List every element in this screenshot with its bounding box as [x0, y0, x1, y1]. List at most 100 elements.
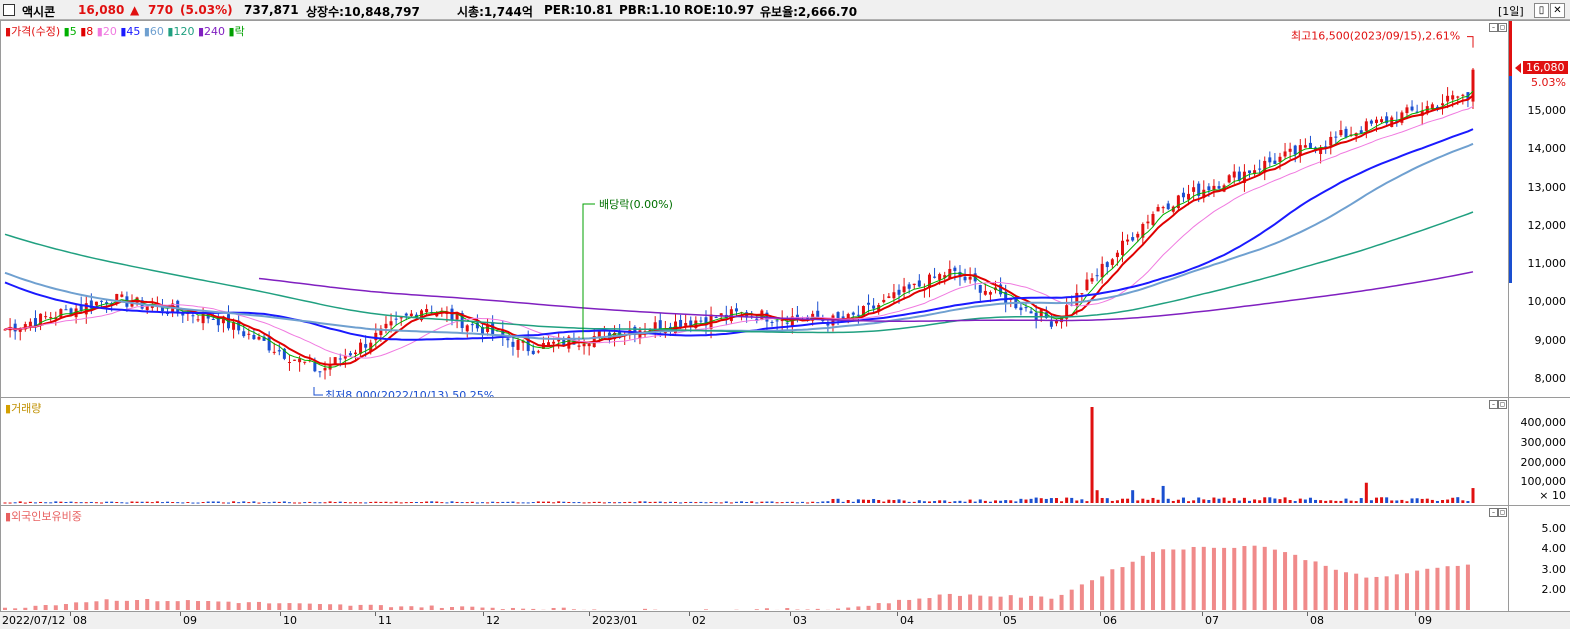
- candle-body: [1121, 240, 1125, 256]
- volume-bar: [191, 502, 195, 504]
- volume-bar: [714, 502, 718, 504]
- volume-bar: [927, 501, 931, 503]
- maximize-icon[interactable]: ▢: [1498, 508, 1507, 517]
- volume-bar: [39, 501, 43, 503]
- candle-body: [211, 318, 215, 320]
- legend-price: 가격(수정): [11, 25, 61, 38]
- volume-bar: [1451, 497, 1455, 503]
- period-button[interactable]: [1일]: [1498, 5, 1524, 18]
- foreign-panel[interactable]: ▮외국인보유비중 – ▢: [0, 505, 1509, 612]
- volume-bar: [470, 501, 474, 503]
- foreign-bar: [307, 603, 312, 610]
- volume-bar: [74, 502, 78, 504]
- foreign-bar: [907, 599, 912, 610]
- volume-bar: [1141, 498, 1145, 503]
- volume-bar: [130, 501, 134, 503]
- volume-bar: [23, 502, 27, 504]
- foreign-bar: [114, 600, 119, 610]
- volume-bar: [541, 501, 545, 503]
- volume-bar: [13, 502, 17, 504]
- volume-bar: [623, 502, 627, 504]
- volume-bar: [44, 502, 48, 504]
- foreign-chart: [3, 545, 1470, 610]
- candle-body: [359, 342, 363, 354]
- volume-bar: [1344, 498, 1348, 503]
- x-tick: [897, 612, 898, 616]
- volume-axis: 400,000 300,000 200,000 100,000 × 10: [1509, 397, 1570, 506]
- volume-bar: [1034, 497, 1038, 503]
- minimize-icon[interactable]: –: [1489, 23, 1498, 32]
- volume-bar: [1156, 499, 1160, 503]
- maximize-icon[interactable]: ▢: [1498, 23, 1507, 32]
- volume-panel[interactable]: ▮거래량 – ▢: [0, 397, 1509, 506]
- volume-bar: [211, 501, 215, 503]
- foreign-bar: [836, 608, 841, 610]
- volume-bar: [912, 501, 916, 503]
- candle-body: [1374, 119, 1378, 124]
- candle-body: [1075, 292, 1079, 306]
- minimize-icon[interactable]: –: [1489, 508, 1498, 517]
- volume-bar: [1415, 498, 1419, 503]
- title-bar: 액시콘 16,080 ▲ 770 (5.03%) 737,871 상장수:10,…: [0, 0, 1570, 20]
- foreign-bar: [1252, 545, 1257, 610]
- candle-body: [1181, 192, 1185, 198]
- candle-body: [1339, 130, 1343, 136]
- volume-bar: [1029, 498, 1033, 503]
- volume-bar: [1242, 497, 1246, 503]
- foreign-bar: [439, 607, 444, 610]
- volume-bar: [237, 502, 241, 504]
- candle-body: [384, 323, 388, 329]
- volume-bar: [186, 502, 190, 504]
- exdiv-marker: [582, 203, 595, 339]
- volume-bar: [84, 502, 88, 504]
- candle-body: [851, 312, 855, 315]
- candle-body: [958, 271, 962, 278]
- price-tick: 12,000: [1527, 218, 1567, 232]
- x-tick: [689, 612, 690, 616]
- maximize-icon[interactable]: ▢: [1498, 400, 1507, 409]
- volume-bar: [89, 501, 93, 503]
- volume-bar: [892, 500, 896, 503]
- foreign-bar: [805, 609, 810, 610]
- price-legend: ▮가격(수정) ▮5 ▮8 ▮20 ▮45 ▮60 ▮120 ▮240 ▮락: [5, 25, 245, 38]
- candle-body: [115, 293, 119, 304]
- reserve-ratio: 유보율:2,666.70: [760, 5, 858, 19]
- foreign-bar: [1293, 554, 1298, 610]
- candle-body: [1324, 146, 1328, 148]
- volume-bar: [1105, 498, 1109, 503]
- candle-body: [1192, 187, 1196, 192]
- candle-body: [379, 328, 383, 336]
- volume-bar: [1217, 498, 1221, 503]
- price-panel[interactable]: ▮가격(수정) ▮5 ▮8 ▮20 ▮45 ▮60 ▮120 ▮240 ▮락 –…: [0, 20, 1509, 398]
- candle-body: [1263, 160, 1267, 173]
- candle-body: [577, 345, 581, 347]
- foreign-bar: [1425, 568, 1430, 610]
- foreign-bar: [1415, 570, 1420, 610]
- volume-bar: [308, 501, 312, 503]
- minimize-icon[interactable]: –: [1489, 400, 1498, 409]
- x-tick-label: 08: [73, 614, 87, 627]
- volume-bar: [1115, 500, 1119, 503]
- volume-bar: [607, 502, 611, 504]
- volume-bar: [709, 501, 713, 503]
- legend-volume: 거래량: [11, 402, 42, 415]
- volume-bar: [54, 501, 58, 503]
- candle-body: [313, 362, 317, 372]
- foreign-bar: [1323, 565, 1328, 610]
- candle-body: [1319, 147, 1323, 154]
- volume-bar: [704, 502, 708, 504]
- candle-body: [1268, 157, 1272, 163]
- select-checkbox[interactable]: [3, 4, 15, 16]
- candle-body: [293, 359, 297, 361]
- volume-bar: [1385, 497, 1389, 503]
- foreign-legend: ▮외국인보유비중: [5, 510, 82, 523]
- candle-body: [1217, 186, 1221, 189]
- close-icon[interactable]: ✕: [1550, 3, 1565, 18]
- restore-button[interactable]: ▯: [1534, 3, 1549, 18]
- candle-body: [1308, 142, 1312, 149]
- volume-bar: [516, 502, 520, 504]
- foreign-bar: [460, 606, 465, 610]
- volume-bar: [643, 501, 647, 503]
- volume-tick: 400,000: [1520, 416, 1567, 429]
- volume-bar: [1227, 500, 1231, 503]
